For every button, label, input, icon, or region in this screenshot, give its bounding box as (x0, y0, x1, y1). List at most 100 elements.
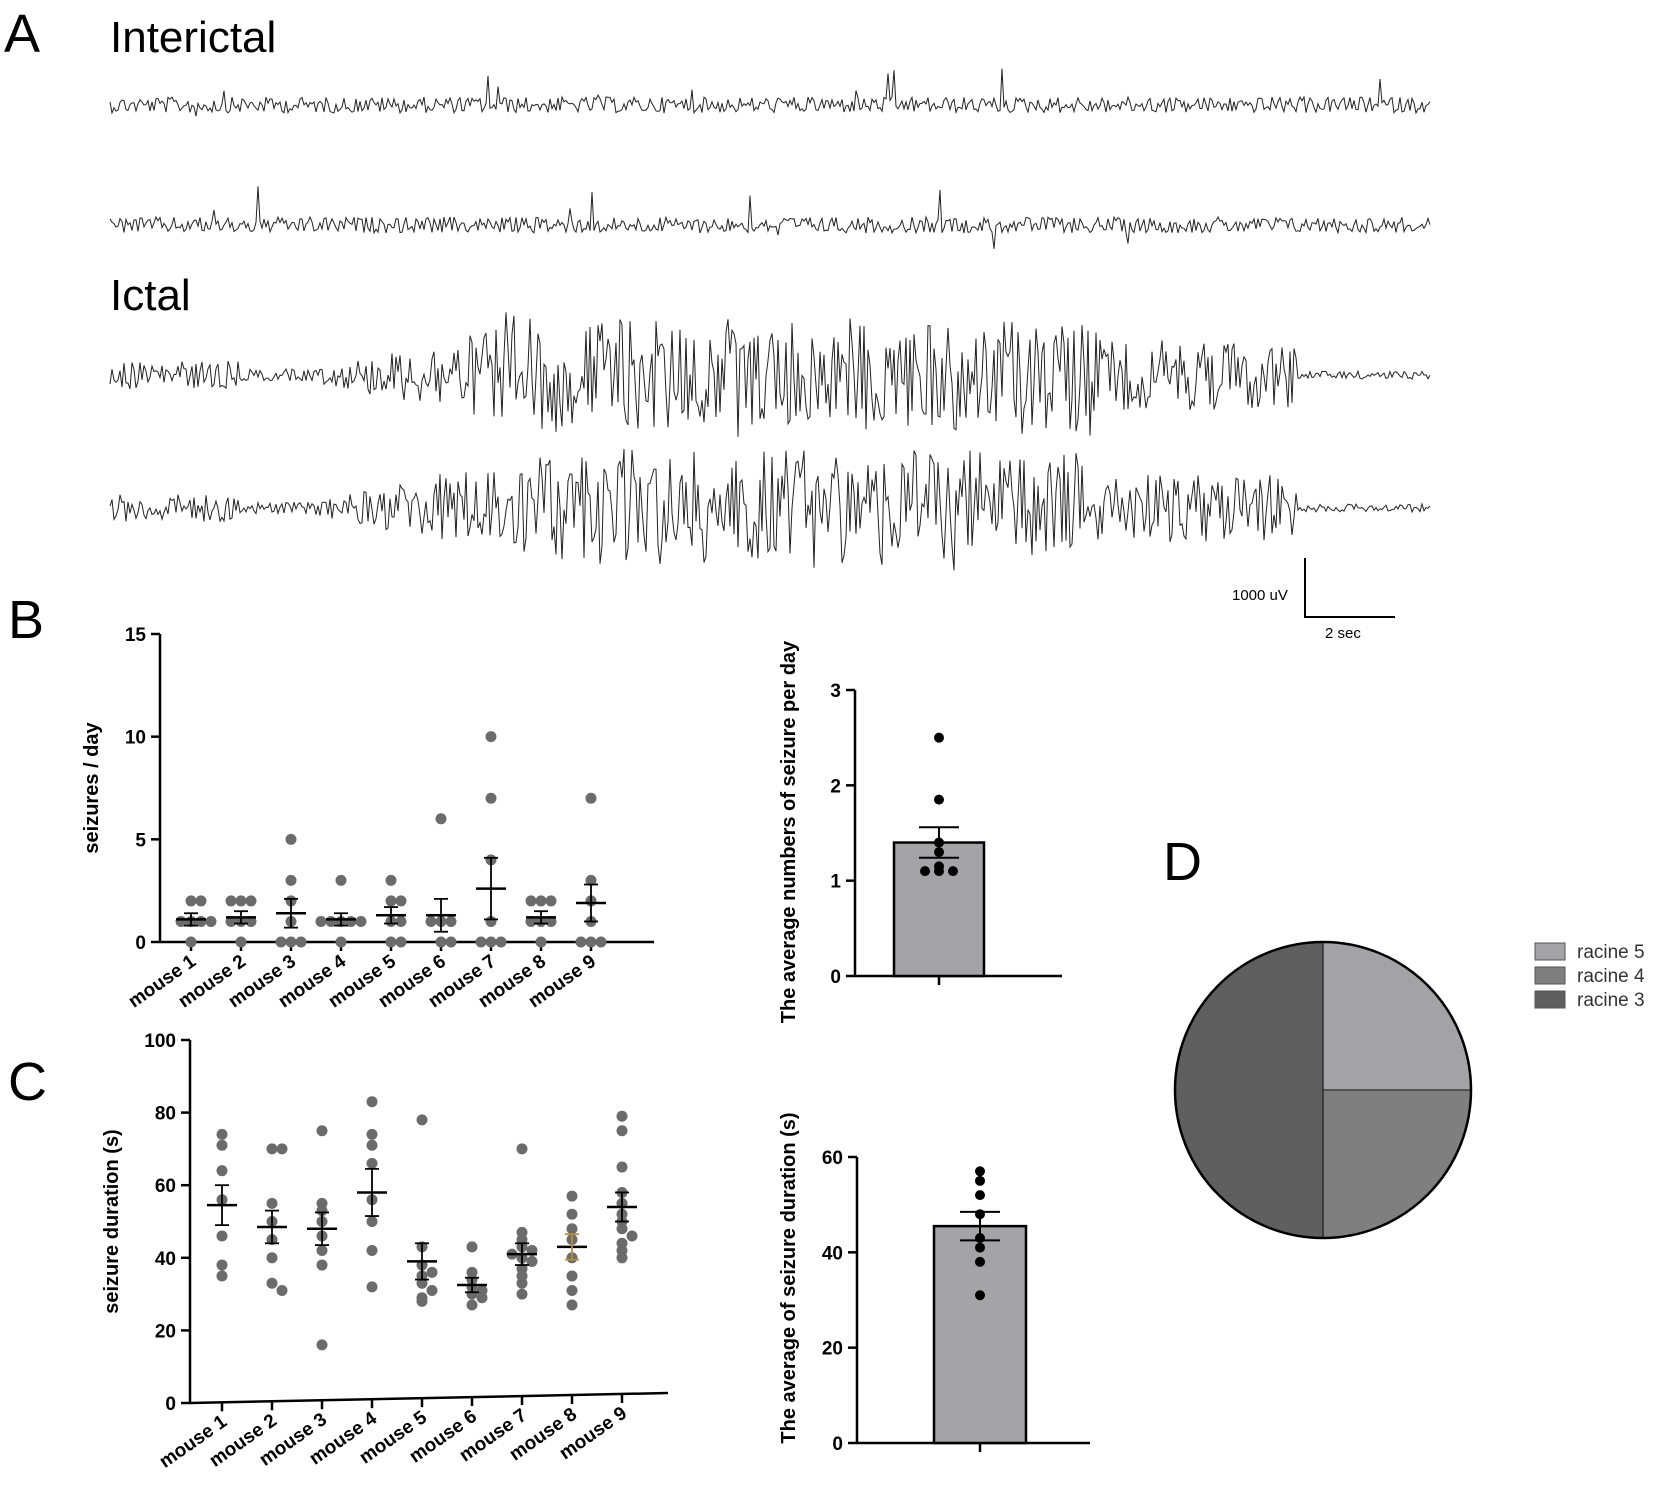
b-left-y-tick-label: 5 (135, 830, 146, 851)
panel-a-letter: A (4, 4, 40, 64)
scale-bar: 1000 uV 2 sec (1232, 558, 1395, 642)
c-left-point (466, 1299, 478, 1311)
c-left-point (366, 1139, 378, 1151)
interictal-trace-1 (109, 68, 1431, 117)
c-left-point (216, 1230, 228, 1242)
b-left-point (395, 936, 407, 948)
b-left-point (285, 936, 297, 948)
b-left-y-tick-label: 10 (125, 728, 146, 749)
c-left-point (516, 1277, 528, 1289)
c-left-point (616, 1110, 628, 1122)
ictal-label: Ictal (110, 271, 191, 320)
c-left-point (416, 1114, 428, 1126)
interictal-trace-2 (109, 186, 1431, 249)
b-left-point (285, 874, 297, 886)
c-left-y-label: seizure duration (s) (101, 1129, 123, 1313)
legend-label: racine 3 (1577, 990, 1645, 1011)
c-left-point (516, 1288, 528, 1300)
pie-slice-racine-5 (1322, 941, 1472, 1091)
c-left-y-tick-label: 100 (144, 1031, 176, 1052)
c-left-point (516, 1143, 528, 1155)
c-left-point (566, 1223, 578, 1235)
b-left-y-tick-label: 15 (125, 625, 147, 646)
b-left-point (585, 936, 597, 948)
c-right-y-label: The average of seizure duration (s) (778, 1112, 800, 1443)
c-left-point (616, 1161, 628, 1173)
b-left-point (585, 874, 597, 886)
b-left-point (435, 936, 447, 948)
b-left-point (425, 915, 437, 927)
c-left-point (276, 1143, 288, 1155)
b-left-point (575, 936, 587, 948)
c-left-point (566, 1190, 578, 1202)
b-right-y-tick-label: 3 (830, 681, 841, 702)
c-left-point (616, 1223, 628, 1235)
c-left-point (266, 1143, 278, 1155)
pie-slice-racine-4 (1322, 1089, 1472, 1239)
c-right-y-tick-label: 20 (822, 1339, 843, 1360)
c-left-point (366, 1281, 378, 1293)
b-left-point (535, 936, 547, 948)
b-left-point (585, 792, 597, 804)
b-left-point (355, 915, 367, 927)
c-left-y-tick-label: 40 (155, 1249, 176, 1270)
average-seizures-bar: 0 1 2 3 The average numbers of seizure per d… (778, 640, 1062, 1023)
b-right-point (934, 847, 944, 858)
b-left-point (275, 936, 287, 948)
b-right-point (934, 794, 944, 805)
scale-time-label: 2 sec (1325, 625, 1361, 642)
b-right-point (948, 866, 958, 877)
c-right-y-tick-label: 0 (832, 1434, 843, 1455)
b-left-point (545, 915, 557, 927)
legend-swatch (1534, 990, 1566, 1009)
pie-slice-racine-3 (1174, 941, 1324, 1239)
b-left-point (225, 895, 237, 907)
c-left-y-tick-label: 60 (155, 1176, 176, 1197)
b-left-y-label: seizures / day (81, 722, 103, 854)
b-left-point (525, 895, 537, 907)
legend-swatch (1534, 966, 1566, 985)
scale-voltage-label: 1000 uV (1232, 587, 1288, 604)
c-right-point (975, 1190, 985, 1201)
legend-label: racine 4 (1577, 966, 1645, 987)
b-left-point (495, 936, 507, 948)
b-left-point (185, 895, 197, 907)
panel-b-letter: B (8, 590, 44, 650)
b-right-y-tick-label: 0 (830, 967, 841, 988)
b-left-point (225, 915, 237, 927)
b-left-point (435, 813, 447, 825)
c-right-y-tick-label: 40 (822, 1243, 843, 1264)
c-right-point (975, 1209, 985, 1220)
racine-pie: racine 5 racine 4 racine 3 (1173, 940, 1645, 1240)
b-right-y-tick-label: 2 (830, 776, 841, 797)
b-left-point (525, 915, 537, 927)
b-left-point (295, 936, 307, 948)
b-left-point (245, 895, 257, 907)
c-left-y-tick-label: 80 (155, 1104, 176, 1125)
b-left-point (385, 936, 397, 948)
c-left-y-tick-label: 0 (165, 1394, 176, 1415)
b-right-point (934, 866, 944, 877)
panel-c-letter: C (8, 1052, 47, 1112)
b-left-point (395, 895, 407, 907)
c-left-point (316, 1125, 328, 1137)
c-left-point (366, 1157, 378, 1169)
c-left-point (216, 1128, 228, 1140)
b-left-point (205, 915, 217, 927)
average-duration-bar: 0 20 40 60 The average of seizure duration (… (778, 1112, 1090, 1455)
c-left-point (316, 1339, 328, 1351)
c-left-point (366, 1128, 378, 1140)
c-right-point (975, 1233, 985, 1244)
c-left-point (416, 1295, 428, 1307)
b-left-point (195, 895, 207, 907)
b-left-point (245, 915, 257, 927)
b-right-y-tick-label: 1 (830, 872, 841, 893)
b-left-point (445, 936, 457, 948)
b-left-point (485, 936, 497, 948)
pie-outline (1173, 940, 1473, 1240)
c-left-point (426, 1266, 438, 1278)
eeg-traces (109, 68, 1431, 571)
c-right-y-tick-label: 60 (822, 1148, 843, 1169)
c-left-x-axis (189, 1391, 669, 1405)
